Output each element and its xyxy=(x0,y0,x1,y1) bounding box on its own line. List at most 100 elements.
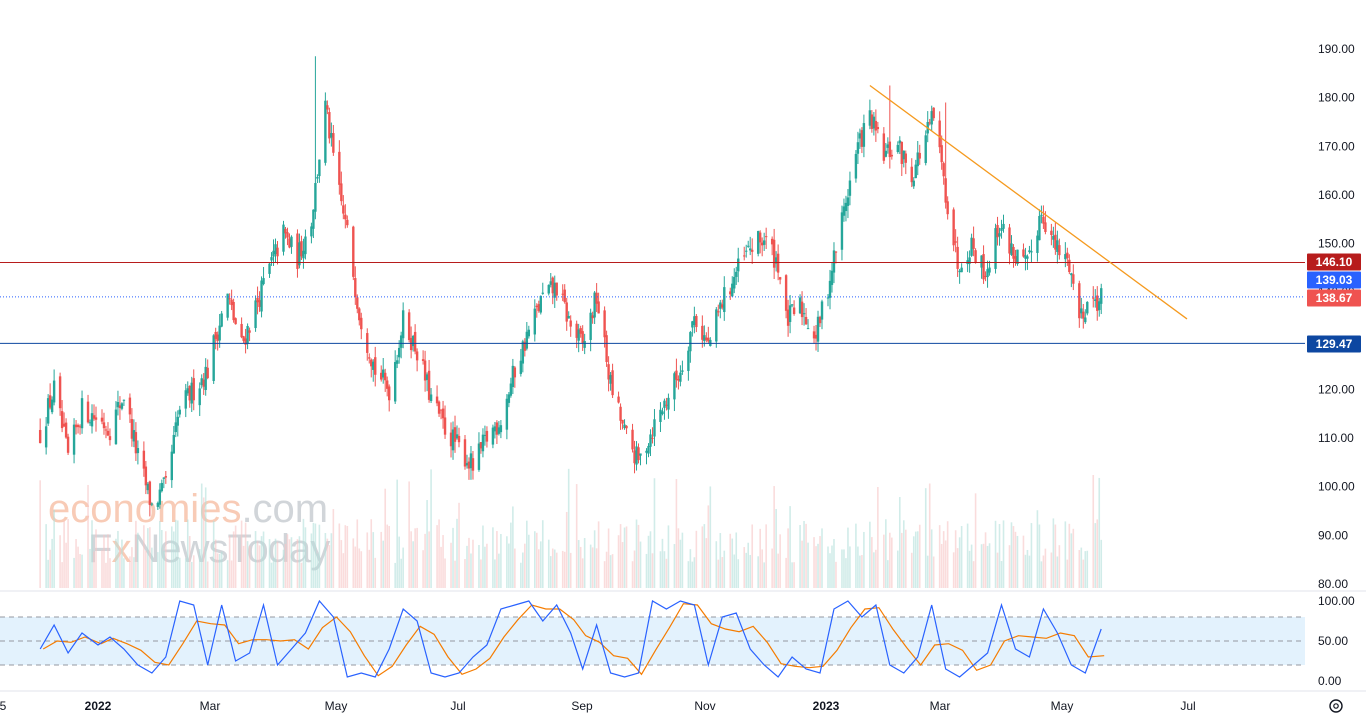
volume-bar xyxy=(346,525,349,588)
volume-bar xyxy=(968,550,971,588)
candle-body xyxy=(214,331,217,339)
volume-bar xyxy=(414,528,416,588)
volume-bar xyxy=(328,545,331,588)
volume-bar xyxy=(651,553,654,588)
candle-body xyxy=(102,422,106,429)
volume-bar xyxy=(815,546,817,588)
candle-body xyxy=(900,141,903,164)
volume-bar xyxy=(486,543,488,588)
candle-body xyxy=(555,282,558,296)
volume-bar xyxy=(508,543,510,588)
candle-body xyxy=(1030,251,1033,253)
volume-bar xyxy=(775,509,777,588)
candle-body xyxy=(633,450,636,464)
candle-body xyxy=(693,316,696,325)
volume-bar xyxy=(980,544,983,588)
trendline-group[interactable] xyxy=(869,84,1188,320)
candle-body xyxy=(743,255,746,257)
volume-bar xyxy=(65,542,67,588)
volume-bars xyxy=(39,468,1103,588)
volume-bar xyxy=(520,562,522,588)
volume-bar xyxy=(268,539,271,588)
candle-body xyxy=(190,382,193,404)
volume-bar xyxy=(458,502,460,588)
candle-body xyxy=(435,396,439,404)
candle-body xyxy=(481,434,485,452)
volume-bar xyxy=(707,505,710,588)
volume-bar xyxy=(709,486,712,588)
candle-body xyxy=(342,205,345,214)
candle-body xyxy=(786,309,790,326)
volume-bar xyxy=(581,558,584,588)
candle-body xyxy=(565,302,568,322)
volume-bar xyxy=(248,546,251,588)
volume-bar xyxy=(63,521,65,588)
candle-body xyxy=(673,373,676,400)
candle-body xyxy=(284,228,287,234)
candle-body xyxy=(104,429,108,431)
price-axis[interactable]: 190.00180.00170.00160.00150.00140.00130.… xyxy=(1307,42,1361,688)
candle-body xyxy=(733,276,736,289)
volume-bar xyxy=(204,487,207,588)
candle-body xyxy=(1026,256,1029,259)
volume-bar xyxy=(1050,552,1053,588)
volume-bar xyxy=(386,524,389,588)
candle-body xyxy=(1010,243,1013,256)
candle-body xyxy=(499,425,503,433)
candle-body xyxy=(298,242,301,266)
candle-body xyxy=(328,112,331,139)
volume-bar xyxy=(877,487,879,588)
volume-bar xyxy=(621,542,624,588)
candle-body xyxy=(1084,317,1087,323)
candle-body xyxy=(717,311,720,313)
candle-body xyxy=(940,145,943,163)
volume-bar xyxy=(163,550,165,588)
candle-body xyxy=(270,257,273,261)
settings-gear-icon[interactable] xyxy=(1329,699,1343,713)
candle-body xyxy=(868,110,872,126)
volume-bar xyxy=(159,521,161,588)
candle-body xyxy=(689,332,692,352)
volume-bar xyxy=(994,520,997,588)
candle-body xyxy=(814,334,818,339)
volume-bar xyxy=(749,554,752,588)
candle-body xyxy=(553,282,556,298)
candle-body xyxy=(527,329,531,337)
price-badge-label: 138.67 xyxy=(1316,291,1353,305)
candle-body xyxy=(960,267,963,273)
candle-body xyxy=(495,422,499,435)
candle-body xyxy=(477,443,481,470)
volume-bar xyxy=(833,539,835,588)
candle-body xyxy=(1098,301,1101,311)
price-badge-last xyxy=(1307,289,1361,307)
candle-body xyxy=(519,360,523,374)
candle-body xyxy=(1066,252,1069,259)
candle-body xyxy=(832,250,836,273)
time-axis[interactable]: 5 2022 Mar May Jul Sep Nov 2023 Mar May Jul xyxy=(0,690,1366,713)
volume-bar xyxy=(296,539,299,588)
candle-body xyxy=(687,350,690,371)
candle-body xyxy=(651,437,654,439)
volume-bar xyxy=(649,531,652,588)
candle-body xyxy=(150,503,154,505)
volume-bar xyxy=(79,554,81,588)
candle-body xyxy=(631,429,634,450)
volume-bar xyxy=(549,556,552,588)
volume-bar xyxy=(885,519,887,588)
horizontal-levels xyxy=(0,262,1305,344)
volume-bar xyxy=(49,549,51,588)
volume-bar xyxy=(454,560,456,588)
volume-bar xyxy=(986,545,989,588)
candle-body xyxy=(1054,234,1057,250)
volume-bar xyxy=(603,561,606,588)
candle-body xyxy=(330,133,333,138)
candle-body xyxy=(374,357,377,375)
candle-body xyxy=(661,411,664,415)
volume-bar xyxy=(534,531,536,588)
volume-bar xyxy=(119,547,121,588)
candle-body xyxy=(310,226,313,237)
volume-bar xyxy=(1084,551,1087,588)
candle-body xyxy=(952,209,955,246)
volume-bar xyxy=(1080,547,1083,588)
